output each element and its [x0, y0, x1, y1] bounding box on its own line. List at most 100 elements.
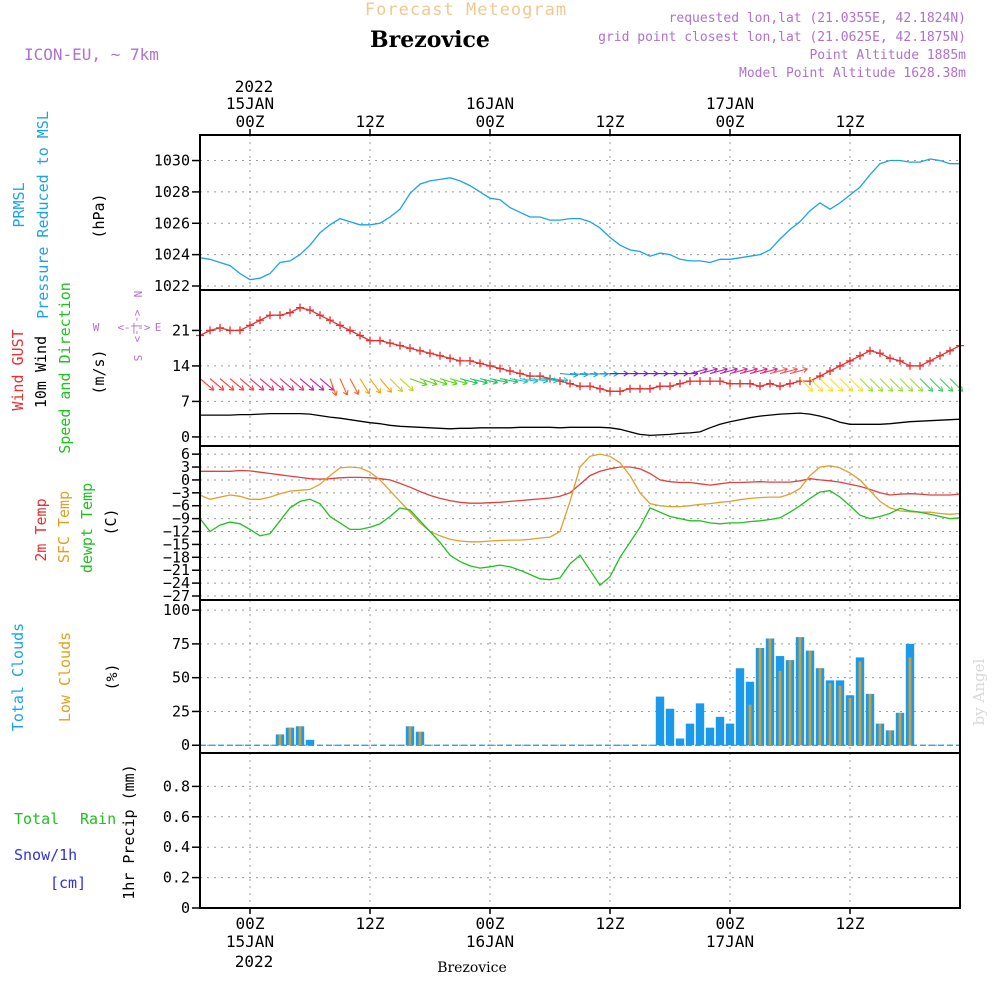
gust-marker — [876, 349, 884, 358]
low-cloud-bar — [768, 638, 772, 746]
gust-marker — [366, 336, 374, 345]
precip-snow-label: Snow/1h — [14, 846, 77, 864]
precip-cm-label: [cm] — [50, 874, 86, 892]
supertitle: Forecast Meteogram — [365, 0, 567, 20]
requested-coords: requested lon,lat (21.0355E, 42.1824N) — [669, 11, 966, 26]
gust-marker — [686, 377, 694, 386]
low-clouds-label: Low Clouds — [56, 632, 74, 722]
gust-marker — [396, 341, 404, 350]
gust-marker — [656, 382, 664, 391]
low-cloud-bar — [808, 650, 812, 746]
y-tick-label: 0.4 — [163, 838, 190, 856]
gust-marker — [566, 379, 574, 388]
gust-marker — [406, 344, 414, 353]
wind-arrow — [239, 378, 255, 391]
wind-10m-label: 10m Wind — [32, 336, 50, 408]
wind-arrow-head — [837, 386, 844, 392]
bottom-tick-label: 00Z — [236, 914, 265, 933]
gust-marker — [736, 379, 744, 388]
gust-marker — [266, 311, 274, 320]
y-tick-label: 7 — [181, 392, 190, 410]
wind-gust-label: Wind GUST — [9, 329, 27, 410]
gust-marker — [896, 356, 904, 365]
wind-arrow — [419, 378, 438, 385]
low-cloud-bar — [878, 723, 882, 746]
wind-arrow-head — [937, 386, 944, 392]
bottom-tick-label: 00Z — [716, 914, 745, 933]
gust-marker — [706, 377, 714, 386]
low-cloud-bar — [288, 727, 292, 746]
wind-arrow — [309, 378, 325, 391]
y-tick-label: 0 — [181, 736, 190, 754]
panel-frame — [199, 752, 961, 909]
gust-marker — [606, 387, 614, 396]
wind-unit: (m/s) — [90, 349, 108, 394]
total-cloud-bar — [705, 727, 715, 746]
point-altitude: Point Altitude 1885m — [809, 48, 966, 63]
wind-arrow — [229, 378, 245, 391]
gust-marker — [906, 361, 914, 370]
low-cloud-bar — [848, 697, 852, 746]
gust-marker — [276, 311, 284, 320]
gust-marker — [696, 377, 704, 386]
gust-marker — [926, 356, 934, 365]
wind-arrow — [469, 378, 488, 384]
top-tick-label: 12Z — [596, 112, 625, 131]
wind-speed-dir-label: Speed and Direction — [56, 282, 74, 454]
compass-n: N — [131, 291, 144, 298]
y-tick-label: 100 — [163, 601, 190, 619]
wind-arrow — [339, 378, 348, 396]
gust-marker — [316, 311, 324, 320]
wind-arrow — [459, 378, 478, 384]
low-cloud-bar — [888, 730, 892, 746]
t2m-line — [200, 466, 961, 504]
compass-w: W — [93, 321, 100, 334]
low-cloud-bar — [868, 693, 872, 746]
bottom-tick-label: 00Z — [476, 914, 505, 933]
low-cloud-bar — [748, 704, 752, 746]
total-cloud-bar — [305, 739, 315, 746]
gust-marker — [616, 387, 624, 396]
panel-frame — [199, 134, 961, 291]
wind-arrow-head — [847, 386, 854, 392]
low-cloud-bar — [908, 657, 912, 746]
wind-arrow-head — [318, 385, 325, 391]
gust-marker — [586, 382, 594, 391]
wind-arrow-head — [218, 385, 225, 391]
y-tick-label: −3 — [172, 484, 190, 502]
precip-total-label: Total — [14, 810, 59, 828]
gust-marker — [516, 369, 524, 378]
watermark: by Angel — [970, 658, 988, 725]
model-altitude: Model Point Altitude 1628.38m — [739, 66, 966, 81]
location-title: Brezovice — [370, 27, 490, 53]
y-tick-label: 0 — [181, 471, 190, 489]
gust-marker — [576, 382, 584, 391]
wind-arrow — [519, 378, 538, 382]
wind-arrow — [739, 368, 758, 375]
data-series — [196, 158, 964, 909]
top-tick-label: 16JAN — [466, 94, 514, 113]
gust-marker — [206, 326, 214, 335]
top-tick-label: 00Z — [236, 112, 265, 131]
pressure-label-prmsl: PRMSL — [10, 182, 28, 227]
y-tick-label: −21 — [163, 561, 190, 579]
bottom-tick-label: 12Z — [356, 914, 385, 933]
gust-marker — [506, 367, 514, 375]
low-cloud-bar — [818, 668, 822, 746]
wind-arrow — [709, 368, 728, 375]
wind-arrow-head — [817, 386, 824, 392]
gust-marker — [786, 379, 794, 388]
y-tick-label: −6 — [172, 497, 190, 515]
wind-arrow-head — [867, 386, 874, 392]
low-cloud-bar — [858, 661, 862, 746]
wind-arrow — [219, 378, 235, 391]
gust-marker — [486, 361, 494, 370]
dewpt-line — [199, 490, 961, 587]
gust-marker — [936, 351, 944, 360]
top-tick-label: 12Z — [836, 112, 865, 131]
wind-labels: Wind GUST 10m Wind Speed and Direction (… — [9, 282, 161, 454]
wind-arrow — [819, 378, 834, 392]
wind-arrow — [749, 368, 768, 375]
wind-arrow-head — [228, 385, 235, 391]
